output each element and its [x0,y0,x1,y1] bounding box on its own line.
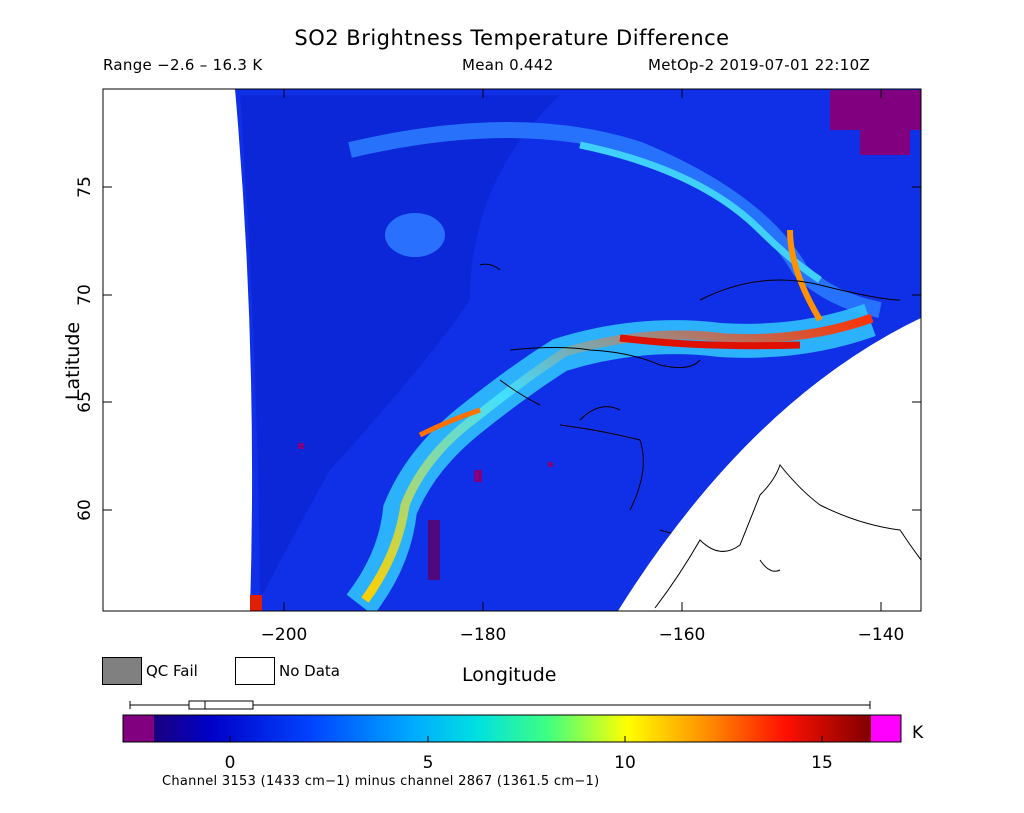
satellite-time-text: MetOp-2 2019-07-01 22:10Z [648,56,871,74]
y-tick-label: 65 [75,391,95,413]
y-axis-ticks [103,186,921,511]
x-tick-label: −160 [659,625,706,645]
colorbar-below-range [123,715,154,742]
y-tick-label: 60 [75,499,95,521]
colorbar-unit: K [912,723,924,743]
colorbar-tick-label: 10 [614,753,636,773]
y-tick-label: 70 [75,284,95,306]
qc-fail-label: QC Fail [146,662,198,680]
mean-text: Mean 0.442 [462,56,554,74]
channel-footnote: Channel 3153 (1433 cm−1) minus channel 2… [162,774,600,789]
colorbar-tick-label: 0 [225,753,236,773]
colorbar-above-range [871,715,901,742]
plot-title: SO2 Brightness Temperature Difference [294,26,730,50]
colorbar-tick-label: 15 [811,753,833,773]
x-tick-label: −140 [858,625,905,645]
no-data-label: No Data [279,662,340,680]
x-axis-label: Longitude [462,664,557,686]
bright-spot [385,213,445,257]
x-axis-ticks [283,89,882,611]
swath-dark-region [240,95,560,600]
y-tick-label: 75 [75,176,95,198]
colorbar-gradient [154,715,871,742]
range-text: Range −2.6 – 16.3 K [103,56,263,74]
x-tick-label: −200 [261,625,308,645]
colorbar-tick-label: 5 [423,753,434,773]
distribution-boxplot [129,700,871,710]
x-tick-label: −180 [460,625,507,645]
y-axis-label: Latitude [62,321,84,401]
no-data-swatch [235,657,275,685]
qc-fail-swatch [102,657,142,685]
outer-plume-arc [348,122,882,318]
